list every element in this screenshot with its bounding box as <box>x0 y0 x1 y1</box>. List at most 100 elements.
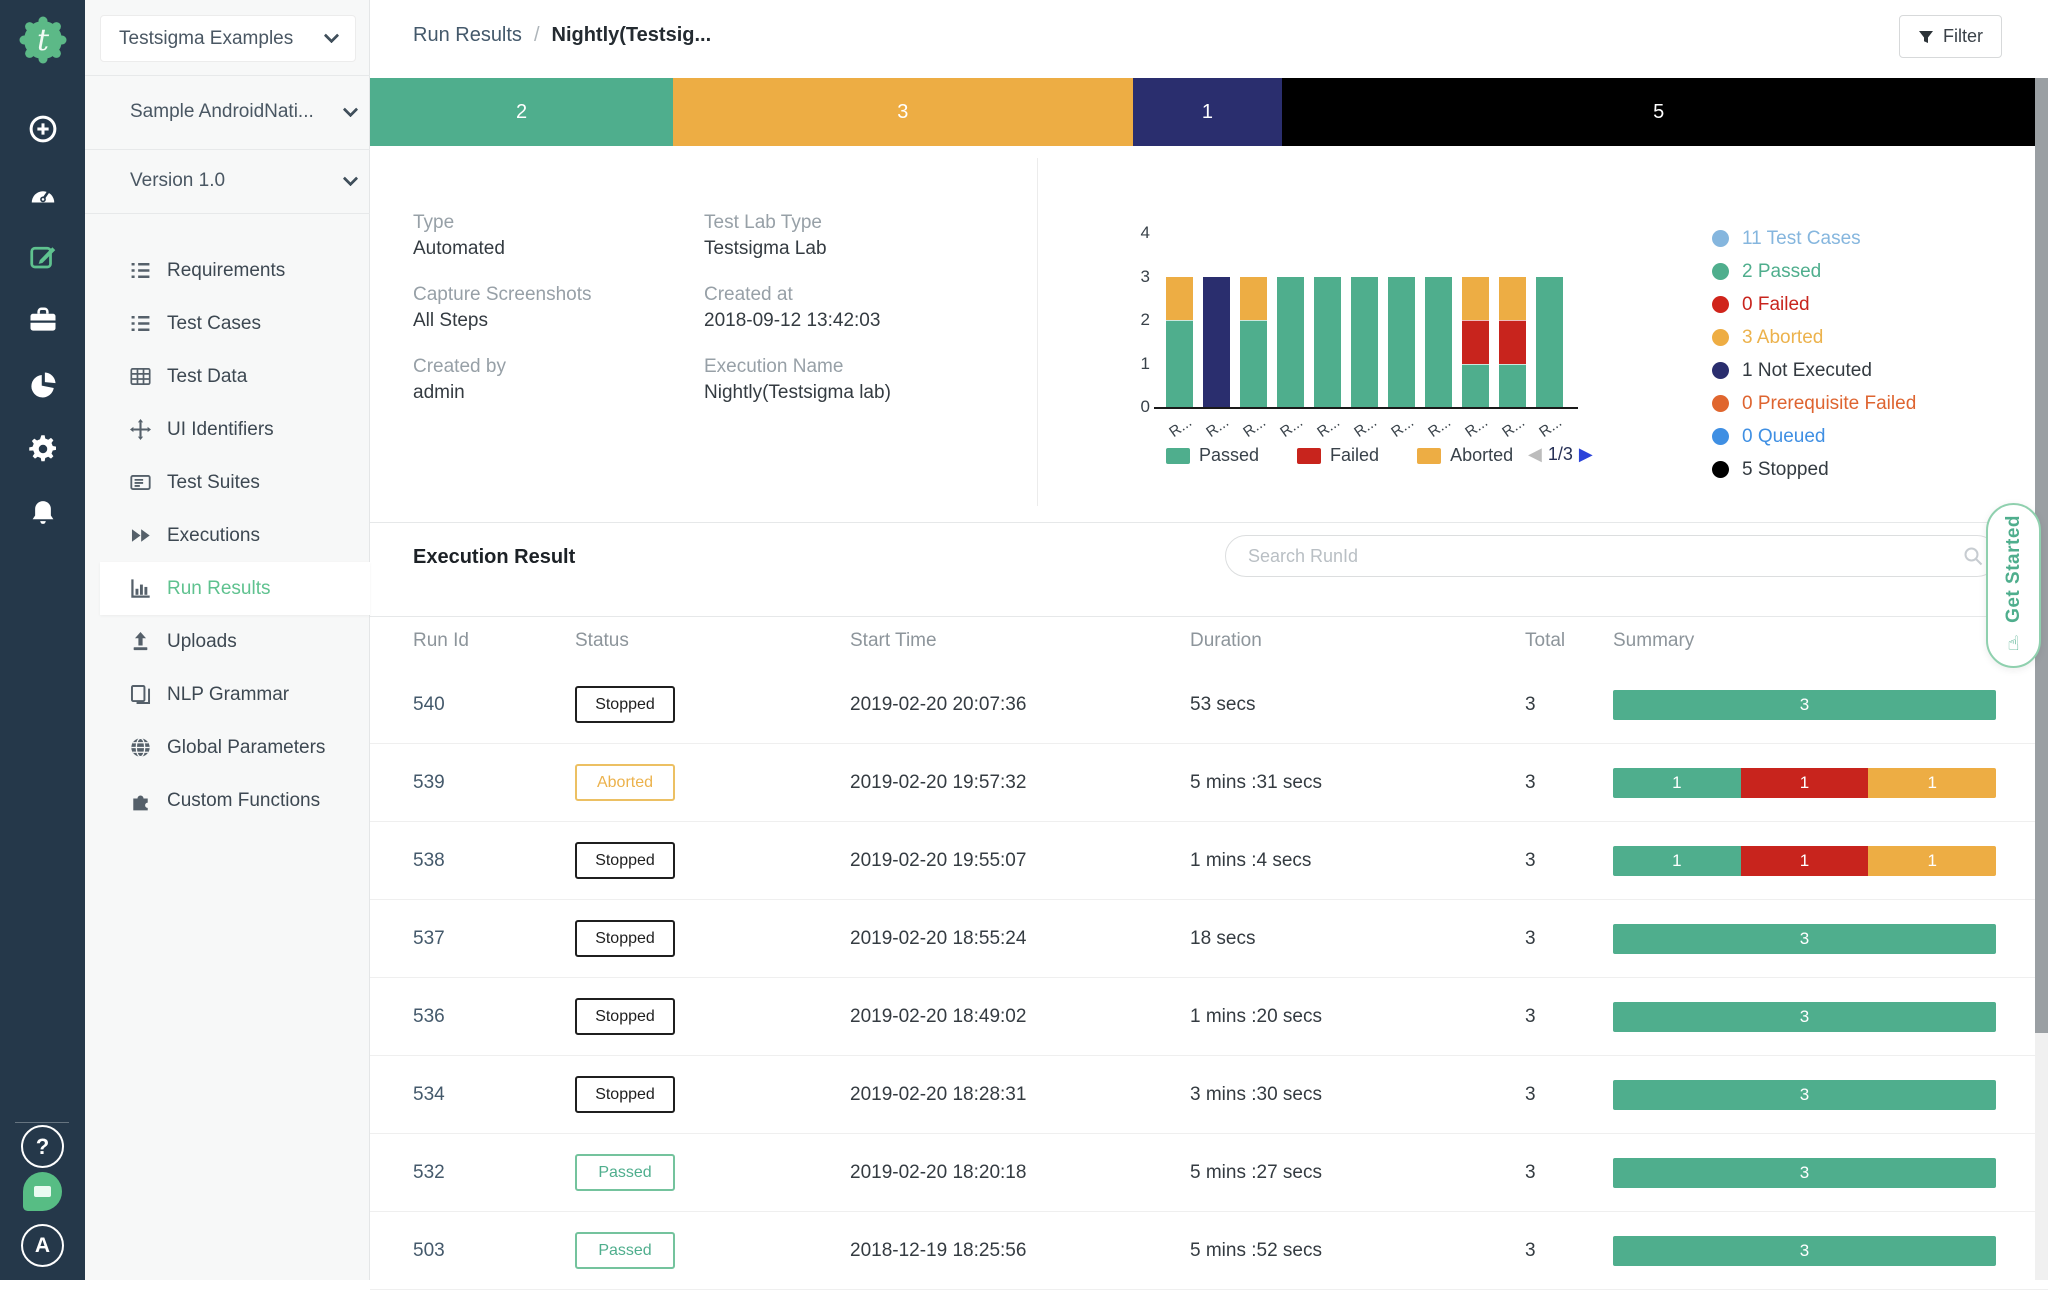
summary-bar-segment: 1 <box>1613 845 1741 876</box>
summary-bar-segment: 1 <box>1613 767 1741 798</box>
start-time-cell: 2019-02-20 20:07:36 <box>850 693 1027 715</box>
table-row[interactable]: 536 Stopped 2019-02-20 18:49:02 1 mins :20 … <box>370 978 2048 1056</box>
project-selector[interactable]: Testsigma Examples <box>100 15 356 62</box>
pagination-next-icon[interactable]: ▶ <box>1578 444 1593 464</box>
status-bar-segment[interactable]: 5 <box>1282 78 2035 146</box>
status-bar-segment[interactable]: 1 <box>1132 78 1283 146</box>
summary-bar: 3 <box>1613 1001 1996 1032</box>
breadcrumb-run-results[interactable]: Run Results <box>413 24 522 46</box>
run-id-link[interactable]: 534 <box>413 1083 445 1105</box>
duration-cell: 1 mins :20 secs <box>1190 1005 1322 1027</box>
summary-cell: 3 <box>1613 1157 2013 1188</box>
version-selector[interactable]: Version 1.0 <box>130 161 359 201</box>
stacked-bar[interactable] <box>1462 276 1489 407</box>
detail-field: Execution Name Nightly(Testsigma lab) <box>704 356 1044 404</box>
sidebar-item-run-results[interactable]: Run Results <box>100 562 370 615</box>
table-row[interactable]: 534 Stopped 2019-02-20 18:28:31 3 mins :30 … <box>370 1056 2048 1134</box>
filter-button[interactable]: Filter <box>1899 15 2002 58</box>
pie-icon[interactable] <box>0 361 85 409</box>
table-row[interactable]: 539 Aborted 2019-02-20 19:57:32 5 mins :31 … <box>370 744 2048 822</box>
sidebar-item-ui-identifiers[interactable]: UI Identifiers <box>85 403 370 456</box>
plus-icon[interactable] <box>0 105 85 153</box>
legend-dot-icon <box>1712 362 1729 379</box>
stacked-bar[interactable] <box>1277 276 1304 407</box>
dashboard-icon[interactable] <box>0 171 85 219</box>
run-id-link[interactable]: 540 <box>413 693 445 715</box>
sidebar-item-uploads[interactable]: Uploads <box>85 615 370 668</box>
bell-icon[interactable] <box>0 489 85 537</box>
detail-label: Created by <box>413 356 506 377</box>
sidebar-item-test-data[interactable]: Test Data <box>85 350 370 403</box>
stacked-bar[interactable] <box>1351 276 1378 407</box>
table-row[interactable]: 538 Stopped 2019-02-20 19:55:07 1 mins :4 s… <box>370 822 2048 900</box>
legend-swatch <box>1297 447 1322 464</box>
status-badge: Stopped <box>575 998 675 1035</box>
run-id-link[interactable]: 537 <box>413 927 445 949</box>
table-row[interactable]: 532 Passed 2019-02-20 18:20:18 5 mins :27 s… <box>370 1134 2048 1212</box>
run-id-link[interactable]: 538 <box>413 849 445 871</box>
bar-segment-passed <box>1240 320 1267 407</box>
status-bar-segment[interactable]: 2 <box>370 78 674 146</box>
stacked-bar[interactable] <box>1240 276 1267 407</box>
legend-dot-icon <box>1712 428 1729 445</box>
table-row[interactable]: 503 Passed 2018-12-19 18:25:56 5 mins :52 s… <box>370 1212 2048 1290</box>
y-axis-tick-label: 3 <box>1140 266 1150 286</box>
version-selector-label: Version 1.0 <box>130 170 226 191</box>
summary-cell: 3 <box>1613 1079 2013 1110</box>
list-icon <box>130 260 151 281</box>
status-bar-segment-count: 3 <box>897 100 909 123</box>
bar-segment-aborted <box>1166 276 1193 320</box>
sidebar-item-label: Uploads <box>167 630 237 652</box>
stacked-bar[interactable] <box>1388 276 1415 407</box>
stacked-bar[interactable] <box>1203 276 1230 407</box>
table-row[interactable]: 540 Stopped 2019-02-20 20:07:36 53 secs 3 3 <box>370 666 2048 744</box>
stacked-bar[interactable] <box>1499 276 1526 407</box>
search-runid-input[interactable] <box>1248 536 1948 576</box>
breadcrumb: Run Results / Nightly(Testsig... <box>413 24 711 47</box>
run-id-link[interactable]: 539 <box>413 771 445 793</box>
status-summary-bar: 2 3 1 5 <box>370 78 2035 146</box>
run-summary-legend: 11 Test Cases 2 Passed 0 Failed 3 Aborted 1 … <box>1712 222 1916 486</box>
stacked-bar[interactable] <box>1314 276 1341 407</box>
stacked-bar[interactable] <box>1166 276 1193 407</box>
chat-icon[interactable] <box>23 1172 62 1211</box>
stacked-bar[interactable] <box>1425 276 1452 407</box>
sidebar-item-custom-functions[interactable]: Custom Functions <box>85 774 370 827</box>
run-id-link[interactable]: 532 <box>413 1161 445 1183</box>
summary-legend-label: 0 Failed <box>1742 293 1810 315</box>
sidebar-item-nlp-grammar[interactable]: NLP Grammar <box>85 668 370 721</box>
application-selector[interactable]: Sample AndroidNati... <box>130 92 359 132</box>
detail-label: Test Lab Type <box>704 212 822 233</box>
sidebar-item-global-parameters[interactable]: Global Parameters <box>85 721 370 774</box>
results-bar-chart: R... R... R... R... R... R... R... R... R... R...… <box>1100 223 1680 485</box>
status-badge: Stopped <box>575 1076 675 1113</box>
sidebar-item-test-suites[interactable]: Test Suites <box>85 456 370 509</box>
total-cell: 3 <box>1525 1239 1536 1261</box>
summary-bar-segment: 3 <box>1613 1079 1996 1110</box>
pagination-prev-icon[interactable]: ◀ <box>1528 444 1542 464</box>
table-row[interactable]: 537 Stopped 2019-02-20 18:55:24 18 secs 3 3 <box>370 900 2048 978</box>
compose-icon[interactable] <box>0 233 85 281</box>
legend-label: Aborted <box>1450 445 1514 465</box>
help-icon[interactable]: ? <box>21 1125 64 1168</box>
legend-dot-icon <box>1712 461 1729 478</box>
sidebar-item-test-cases[interactable]: Test Cases <box>85 297 370 350</box>
run-id-cell: 539 <box>413 772 575 794</box>
status-bar-segment-count: 5 <box>1653 100 1665 123</box>
status-bar-segment[interactable]: 3 <box>673 78 1133 146</box>
testsigma-logo-icon[interactable]: t <box>16 13 70 67</box>
sidebar-item-requirements[interactable]: Requirements <box>85 244 370 297</box>
avatar[interactable]: A <box>21 1224 64 1267</box>
stacked-bar[interactable] <box>1536 276 1563 407</box>
status-cell: Stopped <box>575 1076 850 1113</box>
briefcase-icon[interactable] <box>0 296 85 344</box>
run-id-link[interactable]: 536 <box>413 1005 445 1027</box>
sidebar-item-executions[interactable]: Executions <box>85 509 370 562</box>
run-id-link[interactable]: 503 <box>413 1239 445 1261</box>
get-started-tab[interactable]: Get Started ☝ <box>1986 503 2041 668</box>
gear-icon[interactable] <box>0 425 85 473</box>
legend-label: Passed <box>1199 445 1260 465</box>
scrollbar-thumb[interactable] <box>2035 78 2048 1033</box>
sidebar-item-label: Executions <box>167 524 260 546</box>
search-icon[interactable] <box>1963 546 1983 566</box>
